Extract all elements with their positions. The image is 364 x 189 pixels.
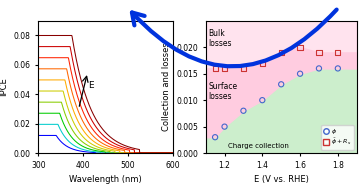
X-axis label: E (V vs. RHE): E (V vs. RHE) (254, 175, 309, 184)
Point (278, 83, 284, 86)
Text: E: E (88, 81, 94, 90)
Point (212, 67, 218, 70)
Point (316, 51, 322, 54)
Point (260, 62, 265, 65)
Point (260, 99, 265, 102)
Y-axis label: Collection and losses: Collection and losses (162, 43, 171, 131)
Point (335, 67, 341, 70)
Point (297, 72, 303, 75)
Point (297, 46, 303, 49)
Point (316, 67, 322, 70)
X-axis label: Wavelength (nm): Wavelength (nm) (69, 175, 142, 184)
Point (241, 109, 246, 112)
Point (241, 67, 246, 70)
Text: Bulk
losses: Bulk losses (209, 29, 232, 48)
Point (222, 67, 228, 70)
Y-axis label: IPCE: IPCE (0, 77, 8, 96)
Legend: $\phi$, $\bar{\phi}+R_s$: $\phi$, $\bar{\phi}+R_s$ (321, 125, 353, 150)
Text: Surface
losses: Surface losses (209, 82, 238, 101)
Point (222, 125, 228, 128)
Point (278, 51, 284, 54)
Point (335, 51, 341, 54)
Text: Charge collection: Charge collection (228, 143, 289, 149)
Point (212, 136, 218, 139)
